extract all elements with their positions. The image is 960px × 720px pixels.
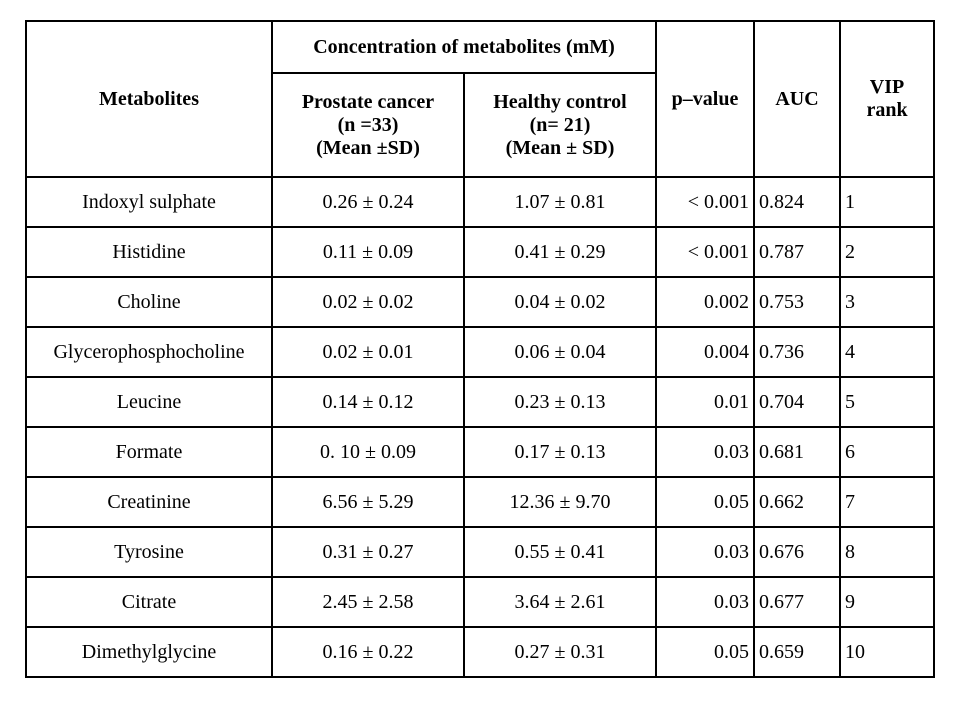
cell-p-value: < 0.001 (655, 176, 755, 228)
cell-metabolite: Histidine (25, 226, 273, 278)
cell-metabolite: Choline (25, 276, 273, 328)
cell-metabolite: Glycerophosphocholine (25, 326, 273, 378)
cell-healthy: 12.36 ± 9.70 (463, 476, 657, 528)
cell-healthy: 0.17 ± 0.13 (463, 426, 657, 478)
cell-healthy: 0.04 ± 0.02 (463, 276, 657, 328)
header-p-value: p–value (655, 20, 755, 178)
cell-auc: 0.681 (753, 426, 841, 478)
cell-metabolite: Dimethylglycine (25, 626, 273, 678)
cell-p-value: 0.05 (655, 476, 755, 528)
table-row: Dimethylglycine 0.16 ± 0.22 0.27 ± 0.31 … (25, 626, 935, 678)
table-row: Citrate 2.45 ± 2.58 3.64 ± 2.61 0.03 0.6… (25, 576, 935, 628)
cell-p-value: 0.03 (655, 576, 755, 628)
cell-prostate: 0.02 ± 0.02 (271, 276, 465, 328)
cell-vip-rank: 2 (839, 226, 935, 278)
cell-auc: 0.824 (753, 176, 841, 228)
header-auc: AUC (753, 20, 841, 178)
cell-healthy: 0.27 ± 0.31 (463, 626, 657, 678)
cell-p-value: 0.002 (655, 276, 755, 328)
cell-auc: 0.676 (753, 526, 841, 578)
cell-vip-rank: 3 (839, 276, 935, 328)
cell-prostate: 2.45 ± 2.58 (271, 576, 465, 628)
table-body: Indoxyl sulphate 0.26 ± 0.24 1.07 ± 0.81… (25, 176, 935, 678)
header-healthy-control: Healthy control (n= 21) (Mean ± SD) (463, 72, 657, 178)
cell-metabolite: Indoxyl sulphate (25, 176, 273, 228)
cell-prostate: 0. 10 ± 0.09 (271, 426, 465, 478)
cell-vip-rank: 8 (839, 526, 935, 578)
cell-vip-rank: 6 (839, 426, 935, 478)
cell-p-value: 0.03 (655, 526, 755, 578)
cell-vip-rank: 5 (839, 376, 935, 428)
table-row: Formate 0. 10 ± 0.09 0.17 ± 0.13 0.03 0.… (25, 426, 935, 478)
cell-healthy: 0.41 ± 0.29 (463, 226, 657, 278)
cell-auc: 0.659 (753, 626, 841, 678)
cell-healthy: 0.06 ± 0.04 (463, 326, 657, 378)
table-header: Metabolites Concentration of metabolites… (25, 20, 935, 178)
cell-healthy: 3.64 ± 2.61 (463, 576, 657, 628)
cell-metabolite: Citrate (25, 576, 273, 628)
cell-auc: 0.704 (753, 376, 841, 428)
cell-prostate: 6.56 ± 5.29 (271, 476, 465, 528)
cell-auc: 0.662 (753, 476, 841, 528)
cell-prostate: 0.14 ± 0.12 (271, 376, 465, 428)
table-row: Indoxyl sulphate 0.26 ± 0.24 1.07 ± 0.81… (25, 176, 935, 228)
table-row: Glycerophosphocholine 0.02 ± 0.01 0.06 ±… (25, 326, 935, 378)
cell-vip-rank: 7 (839, 476, 935, 528)
header-metabolites: Metabolites (25, 20, 273, 178)
header-vip-rank: VIP rank (839, 20, 935, 178)
cell-p-value: 0.01 (655, 376, 755, 428)
cell-prostate: 0.31 ± 0.27 (271, 526, 465, 578)
table-row: Tyrosine 0.31 ± 0.27 0.55 ± 0.41 0.03 0.… (25, 526, 935, 578)
metabolites-table: Metabolites Concentration of metabolites… (25, 20, 935, 678)
header-prostate-cancer: Prostate cancer (n =33) (Mean ±SD) (271, 72, 465, 178)
cell-metabolite: Creatinine (25, 476, 273, 528)
table-row: Leucine 0.14 ± 0.12 0.23 ± 0.13 0.01 0.7… (25, 376, 935, 428)
cell-auc: 0.677 (753, 576, 841, 628)
cell-metabolite: Leucine (25, 376, 273, 428)
cell-metabolite: Formate (25, 426, 273, 478)
cell-prostate: 0.16 ± 0.22 (271, 626, 465, 678)
cell-auc: 0.753 (753, 276, 841, 328)
table-row: Histidine 0.11 ± 0.09 0.41 ± 0.29 < 0.00… (25, 226, 935, 278)
cell-p-value: 0.05 (655, 626, 755, 678)
cell-healthy: 0.55 ± 0.41 (463, 526, 657, 578)
cell-vip-rank: 10 (839, 626, 935, 678)
cell-healthy: 0.23 ± 0.13 (463, 376, 657, 428)
cell-vip-rank: 4 (839, 326, 935, 378)
cell-auc: 0.736 (753, 326, 841, 378)
cell-healthy: 1.07 ± 0.81 (463, 176, 657, 228)
table-row: Creatinine 6.56 ± 5.29 12.36 ± 9.70 0.05… (25, 476, 935, 528)
cell-vip-rank: 1 (839, 176, 935, 228)
cell-prostate: 0.26 ± 0.24 (271, 176, 465, 228)
cell-p-value: 0.03 (655, 426, 755, 478)
cell-p-value: 0.004 (655, 326, 755, 378)
table-row: Choline 0.02 ± 0.02 0.04 ± 0.02 0.002 0.… (25, 276, 935, 328)
cell-prostate: 0.02 ± 0.01 (271, 326, 465, 378)
cell-prostate: 0.11 ± 0.09 (271, 226, 465, 278)
cell-vip-rank: 9 (839, 576, 935, 628)
header-concentration-group: Concentration of metabolites (mM) (271, 20, 657, 74)
cell-auc: 0.787 (753, 226, 841, 278)
cell-metabolite: Tyrosine (25, 526, 273, 578)
cell-p-value: < 0.001 (655, 226, 755, 278)
